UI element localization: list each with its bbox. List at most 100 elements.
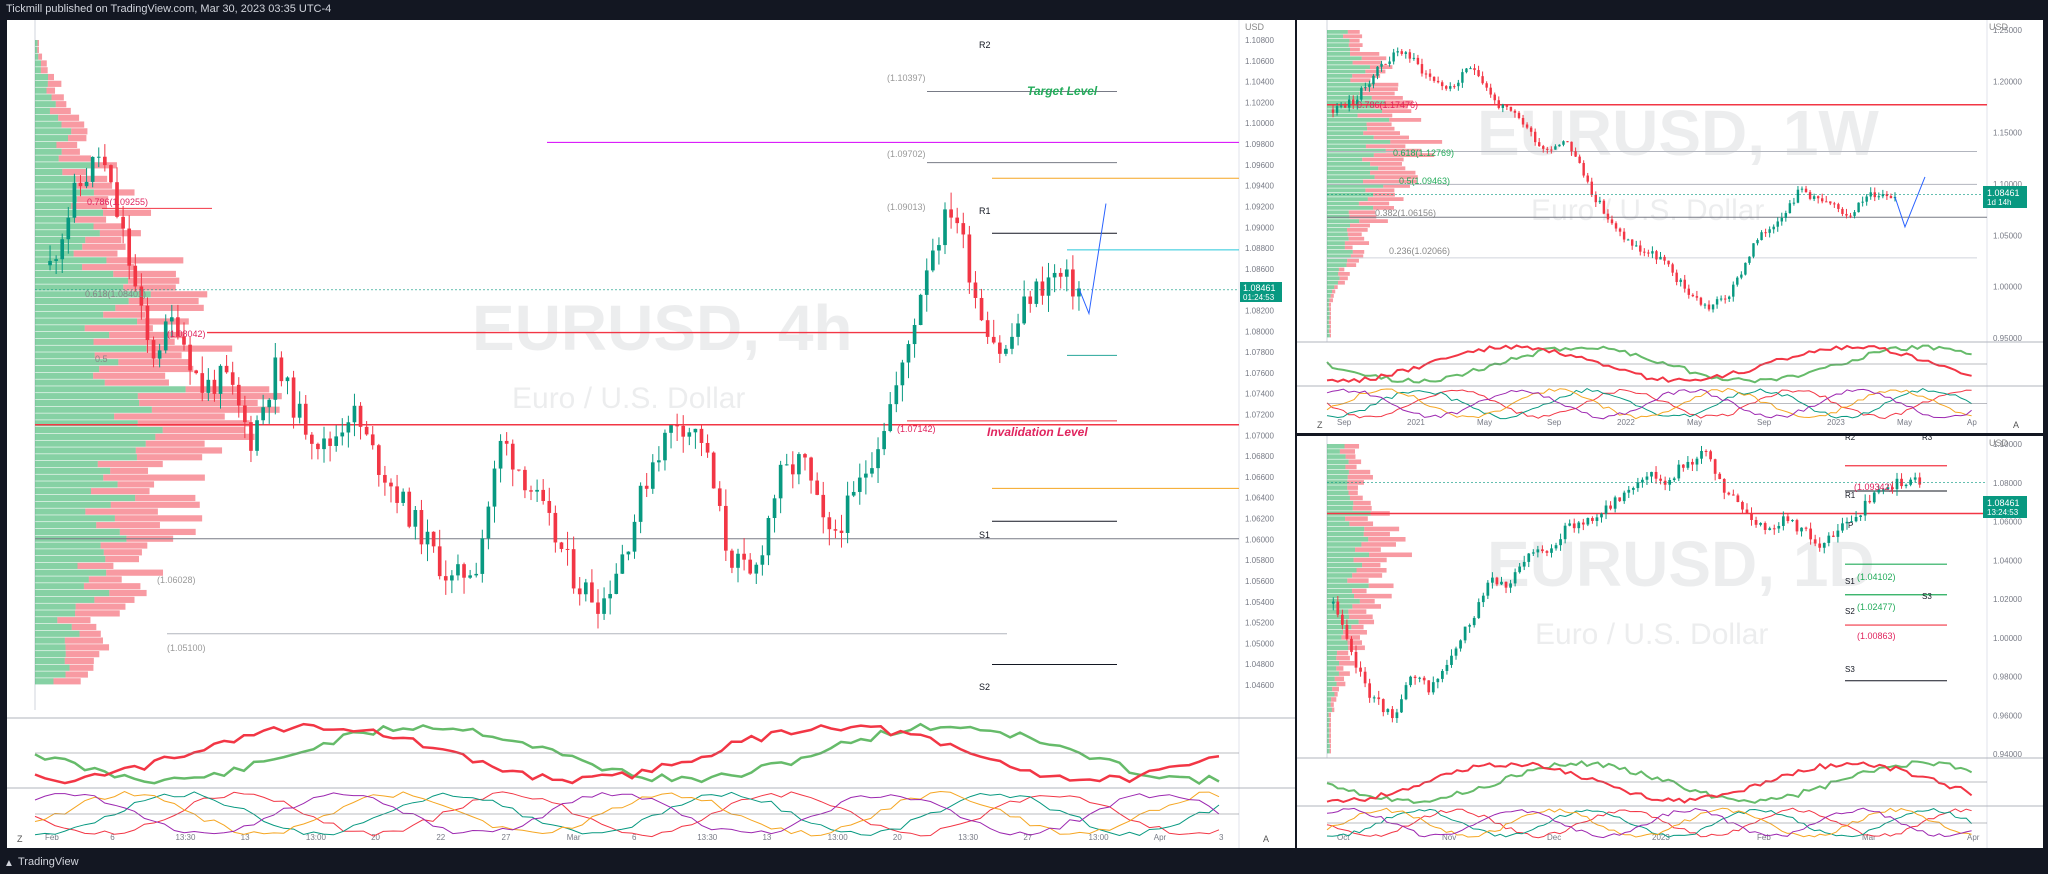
candle-body bbox=[1558, 144, 1561, 147]
volume-profile-buy-bar bbox=[35, 454, 137, 461]
volume-profile-buy-bar bbox=[1327, 298, 1330, 303]
chart-panel-4h[interactable]: EURUSD, 4h Euro / U.S. Dollar 1.10800 1.1… bbox=[7, 20, 1295, 848]
candle-body bbox=[1586, 175, 1589, 182]
volume-profile-sell-bar bbox=[64, 637, 103, 644]
candle-body bbox=[1792, 202, 1796, 204]
candle-body bbox=[1541, 549, 1544, 552]
volume-profile-sell-bar bbox=[1351, 624, 1364, 630]
candle-body bbox=[297, 403, 302, 418]
chart-svg-1d[interactable]: EURUSD, 1D Euro / U.S. Dollar 1.10000 1.0… bbox=[1297, 436, 2043, 848]
volume-profile-buy-bar bbox=[1327, 254, 1351, 259]
chart-panel-1w[interactable]: EURUSD, 1W Euro / U.S. Dollar 1.25000 1.2… bbox=[1297, 20, 2043, 433]
volume-profile-buy-bar bbox=[1327, 521, 1350, 527]
candle-body bbox=[1341, 614, 1344, 625]
last-price-badge bbox=[1240, 282, 1282, 302]
candle-body bbox=[1780, 217, 1783, 222]
candle-body bbox=[1691, 294, 1695, 297]
volume-profile-buy-bar bbox=[35, 331, 110, 339]
candle-body bbox=[1445, 86, 1448, 89]
volume-profile-sell-bar bbox=[1331, 707, 1335, 713]
candle-body bbox=[255, 420, 259, 451]
volume-profile-buy-bar bbox=[1327, 214, 1350, 219]
candle-body bbox=[291, 377, 296, 418]
volume-profile-buy-bar bbox=[1327, 118, 1390, 122]
candle-body bbox=[809, 457, 813, 481]
volume-profile-buy-bar bbox=[35, 508, 86, 515]
volume-profile-sell-bar bbox=[1363, 87, 1398, 91]
candle-body bbox=[1788, 203, 1792, 214]
volume-profile-buy-bar bbox=[1327, 728, 1330, 733]
volume-profile-buy-bar bbox=[35, 114, 59, 121]
candle-body bbox=[1356, 99, 1359, 105]
volume-profile-sell-bar bbox=[1373, 153, 1435, 157]
volume-profile-sell-bar bbox=[73, 216, 107, 223]
candle-body bbox=[650, 462, 655, 489]
chart-svg-1w[interactable]: EURUSD, 1W Euro / U.S. Dollar 1.25000 1.2… bbox=[1297, 20, 2043, 433]
volume-profile-buy-bar bbox=[35, 270, 114, 278]
volume-profile-buy-bar bbox=[1327, 537, 1369, 542]
candle-body bbox=[1453, 86, 1456, 88]
candle-body bbox=[1454, 648, 1458, 656]
candle-body bbox=[620, 554, 625, 574]
x-tick-label: 2023 bbox=[1827, 418, 1845, 427]
candle-body bbox=[553, 512, 558, 543]
candle-body bbox=[1058, 272, 1063, 277]
candle-body bbox=[1436, 678, 1440, 683]
candle-body bbox=[1750, 513, 1753, 520]
candle-body bbox=[1427, 680, 1431, 693]
oscillator-line bbox=[1326, 388, 1972, 420]
candle-body bbox=[577, 588, 582, 595]
candle-body bbox=[1700, 450, 1703, 459]
auto-a-label: A bbox=[2013, 420, 2019, 430]
pivot-s3-label: S3 bbox=[1922, 592, 1932, 601]
x-tick-label: Feb bbox=[45, 833, 59, 842]
x-tick-label: Oct bbox=[1337, 833, 1350, 842]
candle-body bbox=[827, 517, 832, 530]
volume-profile-sell-bar bbox=[83, 583, 141, 590]
candle-body bbox=[1431, 682, 1435, 693]
volume-profile-buy-bar bbox=[1327, 276, 1340, 281]
volume-profile-buy-bar bbox=[1327, 82, 1372, 87]
candle-body bbox=[1400, 51, 1403, 54]
volume-profile-sell-bar bbox=[1329, 748, 1331, 754]
chart-svg-4h[interactable]: EURUSD, 4h Euro / U.S. Dollar 1.10800 1.1… bbox=[7, 20, 1295, 848]
volume-profile-buy-bar bbox=[1327, 640, 1348, 645]
volume-profile-buy-bar bbox=[35, 223, 94, 230]
volume-profile-sell-bar bbox=[1348, 609, 1367, 614]
fib-0382-label: 0.382(1.06156) bbox=[1375, 208, 1436, 218]
chart-panel-1d[interactable]: EURUSD, 1D Euro / U.S. Dollar 1.10000 1.0… bbox=[1297, 436, 2043, 848]
y-tick-label: 1.08200 bbox=[1245, 306, 1274, 315]
candle-body bbox=[1745, 509, 1749, 514]
y-tick-label: 1.04800 bbox=[1245, 660, 1274, 669]
volume-profile-buy-bar bbox=[1327, 723, 1329, 728]
candle-body bbox=[279, 357, 284, 382]
volume-profile-buy-bar bbox=[1327, 311, 1330, 316]
candle-body bbox=[949, 209, 953, 218]
volume-profile-sell-bar bbox=[1359, 219, 1388, 223]
pivot-p-label: P bbox=[1848, 521, 1853, 530]
volume-profile-sell-bar bbox=[1330, 702, 1334, 707]
candle-body bbox=[748, 559, 753, 574]
publish-header: Tickmill published on TradingView.com, M… bbox=[0, 0, 2048, 18]
candle-body bbox=[894, 385, 899, 405]
volume-profile-sell-bar bbox=[56, 141, 78, 149]
candle-body bbox=[1695, 296, 1699, 298]
watermark-symbol: EURUSD, 1D bbox=[1487, 528, 1875, 600]
candle-body bbox=[864, 473, 868, 478]
pivot-r1-label: R1 bbox=[1845, 491, 1856, 500]
volume-profile-buy-bar bbox=[35, 46, 38, 53]
candle-body bbox=[1671, 264, 1674, 273]
volume-profile-sell-bar bbox=[40, 67, 48, 74]
candle-body bbox=[1760, 232, 1763, 241]
candle-body bbox=[1655, 251, 1658, 260]
volume-profile-sell-bar bbox=[1348, 236, 1365, 241]
volume-profile-buy-bar bbox=[35, 589, 110, 597]
candle-body bbox=[48, 260, 52, 266]
projection-path bbox=[1894, 176, 1926, 229]
volume-profile-sell-bar bbox=[115, 304, 204, 311]
volume-profile-buy-bar bbox=[1327, 733, 1330, 738]
candle-body bbox=[1046, 277, 1051, 296]
candle-body bbox=[1381, 699, 1385, 713]
candle-body bbox=[1659, 256, 1662, 260]
volume-profile-buy-bar bbox=[35, 175, 76, 182]
